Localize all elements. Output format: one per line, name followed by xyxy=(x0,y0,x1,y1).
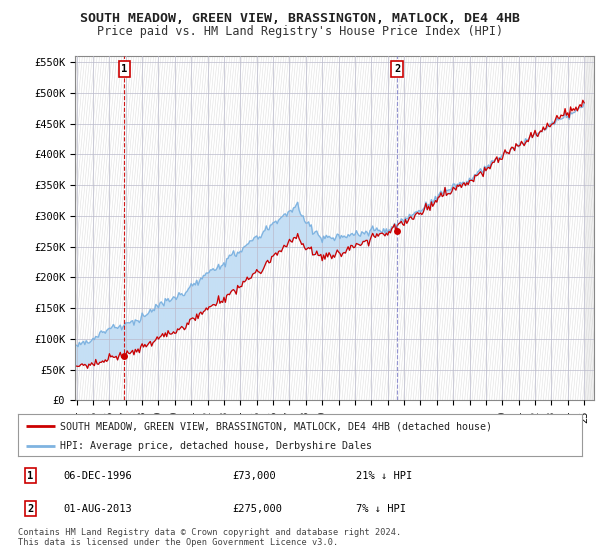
Text: 7% ↓ HPI: 7% ↓ HPI xyxy=(356,504,406,514)
Text: £73,000: £73,000 xyxy=(232,471,276,480)
Text: Price paid vs. HM Land Registry's House Price Index (HPI): Price paid vs. HM Land Registry's House … xyxy=(97,25,503,38)
Text: 2: 2 xyxy=(394,64,400,74)
Text: SOUTH MEADOW, GREEN VIEW, BRASSINGTON, MATLOCK, DE4 4HB (detached house): SOUTH MEADOW, GREEN VIEW, BRASSINGTON, M… xyxy=(60,421,493,431)
Text: HPI: Average price, detached house, Derbyshire Dales: HPI: Average price, detached house, Derb… xyxy=(60,441,372,451)
Text: Contains HM Land Registry data © Crown copyright and database right 2024.
This d: Contains HM Land Registry data © Crown c… xyxy=(18,528,401,547)
Text: 1: 1 xyxy=(27,471,34,480)
Text: 01-AUG-2013: 01-AUG-2013 xyxy=(63,504,132,514)
Text: 1: 1 xyxy=(121,64,128,74)
Text: 2: 2 xyxy=(27,504,34,514)
Text: 06-DEC-1996: 06-DEC-1996 xyxy=(63,471,132,480)
Text: SOUTH MEADOW, GREEN VIEW, BRASSINGTON, MATLOCK, DE4 4HB: SOUTH MEADOW, GREEN VIEW, BRASSINGTON, M… xyxy=(80,12,520,25)
Text: £275,000: £275,000 xyxy=(232,504,283,514)
Text: 21% ↓ HPI: 21% ↓ HPI xyxy=(356,471,413,480)
